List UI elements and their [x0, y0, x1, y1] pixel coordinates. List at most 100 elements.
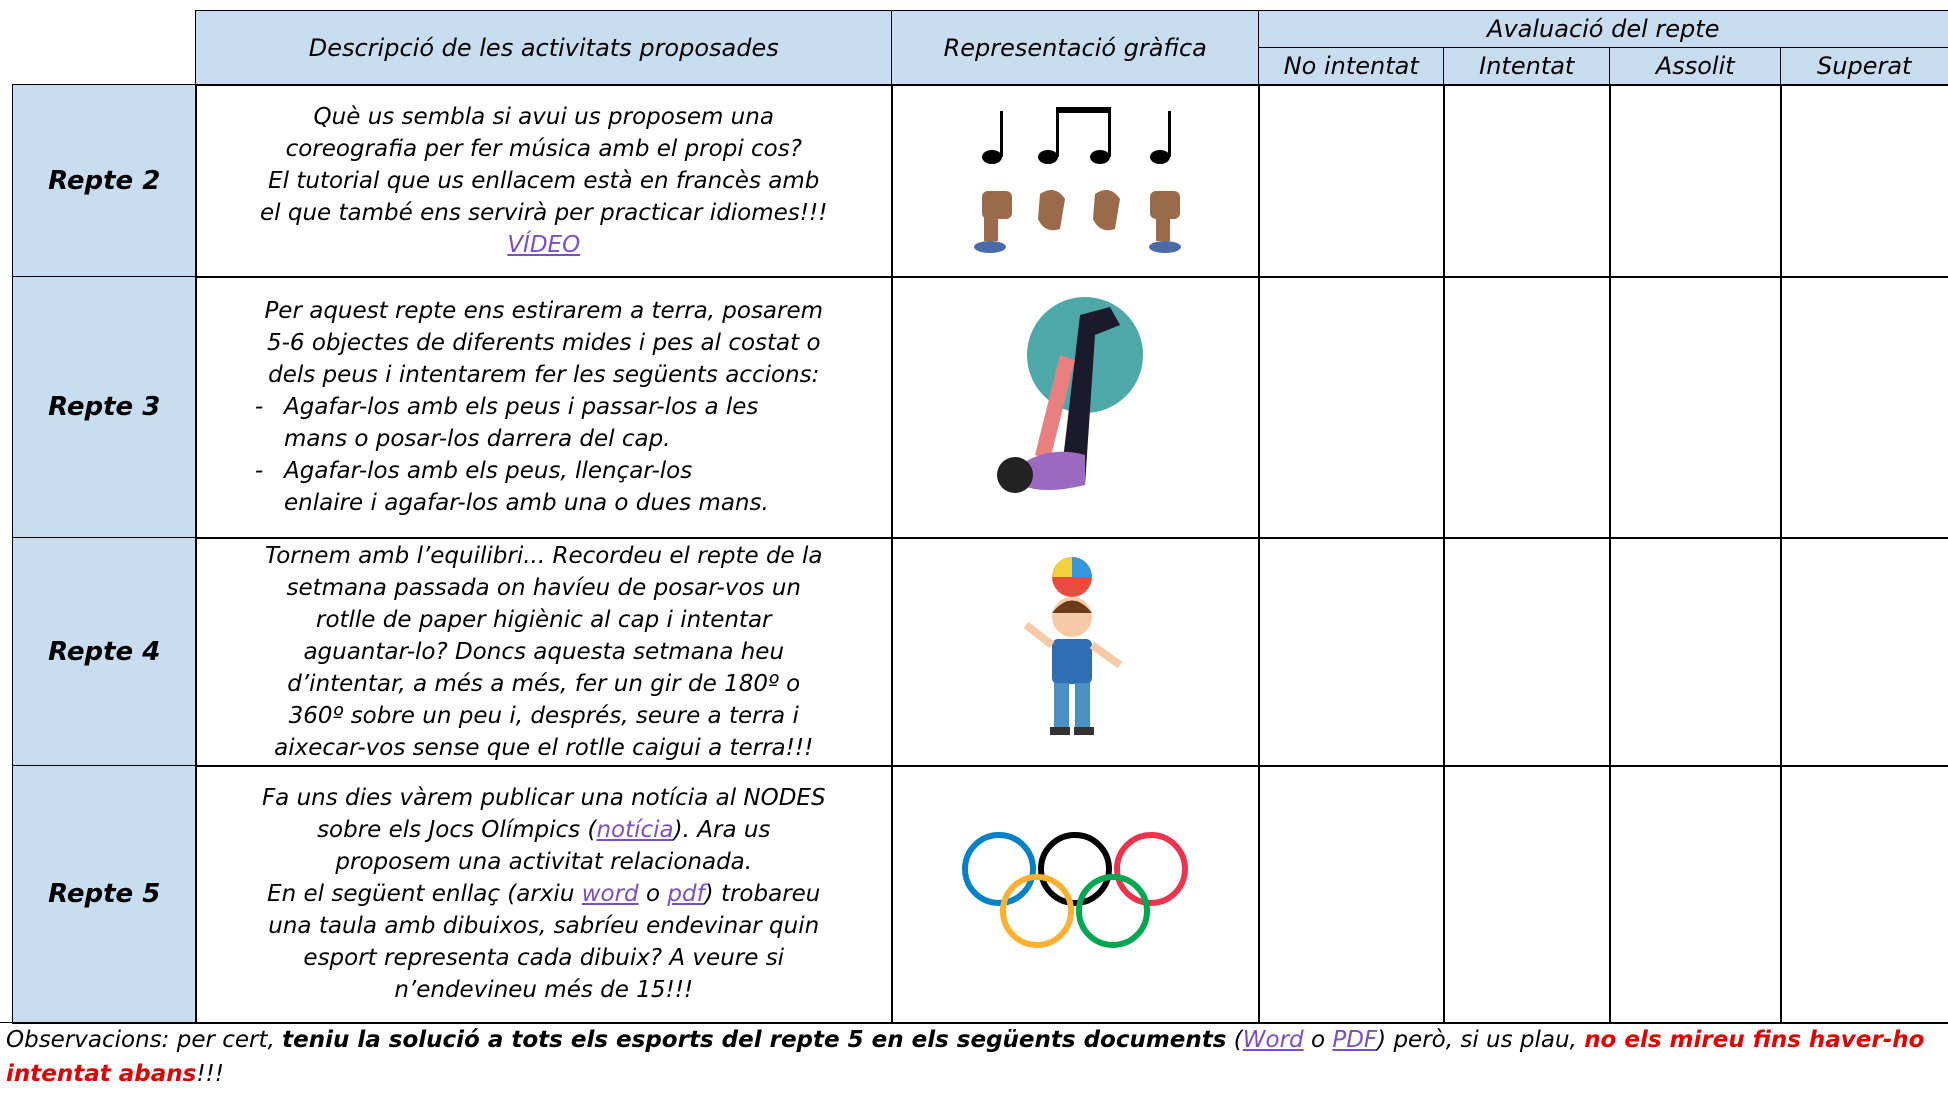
description-line: enlaire i agafar-los amb una o dues mans…	[284, 490, 769, 517]
description-line: 5-6 objectes de diferents mides i pes al…	[267, 327, 821, 359]
description-line: rotlle de paper higiènic al cap i intent…	[316, 604, 772, 636]
label-cell: Repte 4	[12, 537, 197, 767]
description-line: d’intentar, a més a més, fer un gir de 1…	[287, 668, 800, 700]
description-line: esport representa cada dibuix? A veure s…	[303, 942, 784, 974]
text: Observacions: per cert,	[6, 1027, 283, 1053]
text: ) però, si us plau,	[1377, 1027, 1585, 1053]
text: 360º sobre un peu i, després, seure a te…	[288, 702, 799, 729]
evaluation-cell	[1258, 765, 1445, 1024]
row-label: Repte 5	[48, 879, 161, 910]
text: proposem una activitat relacionada.	[335, 849, 753, 876]
description-cell: Què us sembla si avui us proposem una cor…	[195, 84, 893, 278]
link[interactable]: VÍDEO	[507, 231, 581, 258]
text: setmana passada on havíeu de posar-vos u…	[286, 574, 801, 601]
text: (	[1226, 1027, 1243, 1053]
evaluation-cell	[1258, 84, 1445, 278]
description-line: setmana passada on havíeu de posar-vos u…	[286, 572, 801, 604]
illustration	[960, 99, 1190, 263]
description-line: VÍDEO	[507, 229, 580, 261]
description-line: Agafar-los amb els peus i passar-los a l…	[284, 394, 759, 421]
evaluation-cell	[1780, 84, 1948, 278]
description-line: coreografia per fer música amb el propi …	[286, 133, 802, 165]
bullet-marker: -	[254, 458, 264, 485]
evaluation-cell	[1443, 276, 1611, 539]
graphic-cell	[891, 537, 1260, 767]
graphic-cell	[891, 276, 1260, 539]
text: Tornem amb l’equilibri... Recordeu el re…	[264, 542, 823, 569]
text: sobre els Jocs Olímpics (	[317, 817, 597, 844]
bullet-text: Agafar-los amb els peus i passar-los a l…	[284, 391, 758, 455]
evaluation-cell	[1258, 276, 1445, 539]
text: el que també ens servirà per practicar i…	[260, 199, 828, 226]
evaluation-cell	[1780, 765, 1948, 1024]
description-line: En el següent enllaç (arxiu word o pdf) …	[267, 878, 820, 910]
evaluation-cell	[1609, 765, 1782, 1024]
text: En el següent enllaç (arxiu	[267, 881, 582, 908]
alert-text: no els mireu fins haver-ho intentat aban…	[6, 1027, 1925, 1087]
header-description: Descripció de les activitats proposades	[308, 33, 779, 62]
description-line: proposem una activitat relacionada.	[335, 846, 752, 878]
description-cell: Tornem amb l’equilibri... Recordeu el re…	[195, 537, 893, 767]
label-cell: Repte 5	[12, 765, 197, 1024]
text: Per aquest repte ens estirarem a terra, …	[264, 298, 824, 325]
text: aguantar-lo? Doncs aquesta setmana heu	[303, 638, 785, 665]
evaluation-cell	[1258, 537, 1445, 767]
text: Fa uns dies vàrem publicar una notícia a…	[261, 785, 826, 812]
description-line: Què us sembla si avui us proposem una	[314, 101, 774, 133]
bold-text: teniu la solució a tots els esports del …	[282, 1027, 1227, 1053]
text: dels peus i intentarem fer les següents …	[268, 362, 820, 389]
label-cell: Repte 2	[12, 84, 197, 278]
header-graphic: Representació gràfica	[943, 33, 1207, 62]
header-level: Intentat	[1479, 52, 1575, 81]
header-level: No intentat	[1283, 52, 1419, 81]
description-line: dels peus i intentarem fer les següents …	[268, 359, 819, 391]
header-evaluation: Avaluació del repte	[1487, 15, 1720, 44]
graphic-cell	[891, 84, 1260, 278]
header-cell: No intentat	[1258, 47, 1445, 86]
text: !!!	[196, 1061, 224, 1087]
description-line: aixecar-vos sense que el rotlle caigui a…	[274, 732, 813, 764]
description-line: mans o posar-los darrera del cap.	[284, 426, 671, 453]
evaluation-cell	[1609, 537, 1782, 767]
header-level: Assolit	[1655, 52, 1735, 81]
row-label: Repte 3	[48, 392, 161, 423]
link[interactable]: Word	[1242, 1027, 1304, 1053]
row-label: Repte 2	[48, 165, 161, 196]
row-label: Repte 4	[48, 636, 161, 667]
header-cell: Intentat	[1443, 47, 1611, 86]
illustration	[955, 827, 1195, 961]
text: coreografia per fer música amb el propi …	[285, 135, 802, 162]
header-cell: Representació gràfica	[891, 10, 1260, 86]
bullet-text: Agafar-los amb els peus, llençar-los enla…	[284, 455, 769, 519]
text: o	[1303, 1027, 1333, 1053]
description-line: sobre els Jocs Olímpics (notícia). Ara u…	[317, 814, 770, 846]
text: una taula amb dibuixos, sabríeu endevina…	[268, 913, 820, 940]
link[interactable]: word	[581, 881, 639, 908]
observations-cell: Observacions: per cert, teniu la solució…	[0, 1022, 1948, 1100]
text: aixecar-vos sense que el rotlle caigui a…	[274, 734, 814, 761]
description-line: Fa uns dies vàrem publicar una notícia a…	[262, 782, 826, 814]
evaluation-cell	[1780, 276, 1948, 539]
link[interactable]: pdf	[667, 881, 705, 908]
text: ). Ara us	[673, 817, 771, 844]
evaluation-cell	[1609, 276, 1782, 539]
description-cell: Fa uns dies vàrem publicar una notícia a…	[195, 765, 893, 1024]
link[interactable]: notícia	[596, 817, 674, 844]
evaluation-cell	[1780, 537, 1948, 767]
evaluation-cell	[1443, 84, 1611, 278]
description-line: n’endevineu més de 15!!!	[394, 974, 693, 1006]
description-line: El tutorial que us enllacem està en fran…	[268, 165, 819, 197]
link[interactable]: PDF	[1332, 1027, 1378, 1053]
description-line: Agafar-los amb els peus, llençar-los	[284, 458, 693, 485]
evaluation-cell	[1609, 84, 1782, 278]
description-line: Per aquest repte ens estirarem a terra, …	[264, 295, 823, 327]
text: esport representa cada dibuix? A veure s…	[303, 945, 785, 972]
label-cell: Repte 3	[12, 276, 197, 539]
header-cell: Descripció de les activitats proposades	[195, 10, 893, 86]
header-level: Superat	[1817, 52, 1912, 81]
description-cell: Per aquest repte ens estirarem a terra, …	[195, 276, 893, 539]
text: El tutorial que us enllacem està en fran…	[268, 167, 820, 194]
description-line: el que també ens servirà per practicar i…	[260, 197, 827, 229]
text: Què us sembla si avui us proposem una	[313, 103, 774, 130]
